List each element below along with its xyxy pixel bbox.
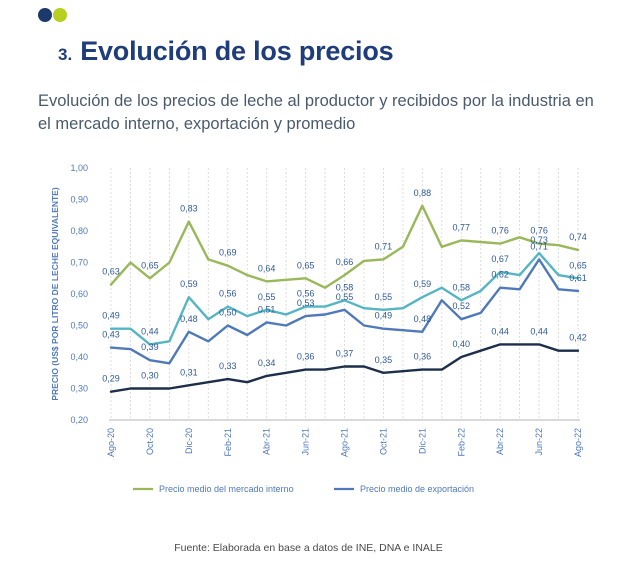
data-label: 0,52 bbox=[452, 301, 470, 311]
y-tick-label: 0,20 bbox=[70, 415, 88, 425]
data-label: 0,39 bbox=[141, 342, 159, 352]
x-tick-label: Feb-21 bbox=[223, 428, 233, 457]
data-label: 0,74 bbox=[569, 232, 587, 242]
y-tick-label: 0,60 bbox=[70, 289, 88, 299]
y-tick-label: 0,90 bbox=[70, 195, 88, 205]
data-label: 0,36 bbox=[414, 352, 432, 362]
data-label: 0,56 bbox=[219, 289, 237, 299]
y-tick-label: 0,80 bbox=[70, 226, 88, 236]
data-label: 0,71 bbox=[530, 241, 548, 251]
data-label: 0,51 bbox=[258, 304, 276, 314]
series-line-4 bbox=[109, 343, 580, 393]
data-label: 0,73 bbox=[530, 235, 548, 245]
brand-dots bbox=[38, 8, 78, 24]
data-label: 0,30 bbox=[141, 371, 159, 381]
series-line-2 bbox=[109, 251, 580, 346]
data-label: 0,48 bbox=[180, 314, 198, 324]
x-tick-label: Ago-21 bbox=[340, 428, 350, 457]
y-tick-label: 0,50 bbox=[70, 321, 88, 331]
data-label: 0,36 bbox=[297, 352, 315, 362]
y-axis-label: PRECIO (US$ POR LITRO DE LECHE EQUIVALEN… bbox=[50, 187, 60, 400]
data-label: 0,76 bbox=[491, 226, 509, 236]
x-tick-label: Dic-20 bbox=[184, 428, 194, 454]
data-label: 0,76 bbox=[530, 226, 548, 236]
x-tick-label: Oct-21 bbox=[378, 428, 388, 455]
series-line-3 bbox=[109, 258, 580, 365]
data-label: 0,55 bbox=[375, 292, 393, 302]
x-tick-label: Feb-22 bbox=[456, 428, 466, 457]
data-label: 0,53 bbox=[297, 298, 315, 308]
data-label: 0,62 bbox=[491, 270, 509, 280]
data-label: 0,37 bbox=[336, 348, 354, 358]
price-line-chart: Ago-20 Oct-20 Dic-20 Feb-21 Abr-21 Jun-21 Ago-… bbox=[50, 163, 587, 494]
data-label: 0,34 bbox=[258, 358, 276, 368]
section-number: 3. bbox=[58, 45, 73, 64]
data-label: 0,58 bbox=[336, 282, 354, 292]
data-label: 0,65 bbox=[297, 260, 315, 270]
y-tick-label: 0,70 bbox=[70, 258, 88, 268]
data-label: 0,64 bbox=[258, 263, 276, 273]
y-tick-label: 1,00 bbox=[70, 163, 88, 173]
data-label: 0,77 bbox=[452, 222, 470, 232]
data-label: 0,59 bbox=[414, 279, 432, 289]
x-tick-label: Jun-21 bbox=[301, 428, 311, 456]
section-title: 3. Evolución de los precios bbox=[58, 36, 394, 67]
x-tick-label: Dic-21 bbox=[417, 428, 427, 454]
section-title-text: Evolución de los precios bbox=[80, 36, 394, 66]
x-tick-label: Abr-22 bbox=[495, 428, 505, 455]
data-label: 0,48 bbox=[414, 314, 432, 324]
x-tick-label: Ago-20 bbox=[106, 428, 116, 457]
data-label: 0,40 bbox=[452, 339, 470, 349]
source-note: Fuente: Elaborada en base a datos de INE… bbox=[174, 542, 443, 554]
data-label: 0,69 bbox=[219, 248, 237, 258]
y-tick-label: 0,30 bbox=[70, 384, 88, 394]
lime-dot-icon bbox=[53, 8, 67, 22]
data-label: 0,29 bbox=[102, 374, 120, 384]
data-label: 0,63 bbox=[102, 267, 120, 277]
data-label: 0,58 bbox=[452, 282, 470, 292]
data-label: 0,83 bbox=[180, 204, 198, 214]
data-label: 0,43 bbox=[102, 330, 120, 340]
data-label: 0,88 bbox=[414, 188, 432, 198]
x-tick-label: Ago-22 bbox=[573, 428, 583, 457]
data-label: 0,61 bbox=[569, 273, 587, 283]
data-label: 0,44 bbox=[141, 326, 159, 336]
data-label: 0,55 bbox=[336, 292, 354, 302]
data-label: 0,65 bbox=[141, 260, 159, 270]
data-label: 0,44 bbox=[491, 326, 509, 336]
series-line-1 bbox=[109, 204, 580, 289]
data-label: 0,56 bbox=[297, 289, 315, 299]
y-tick-label: 0,40 bbox=[70, 352, 88, 362]
data-label: 0,71 bbox=[375, 241, 393, 251]
data-label: 0,66 bbox=[336, 257, 354, 267]
x-tick-label: Abr-21 bbox=[262, 428, 272, 455]
chart-subtitle: Evolución de los precios de leche al pro… bbox=[38, 92, 594, 133]
data-label: 0,44 bbox=[530, 326, 548, 336]
x-tick-label: Jun-22 bbox=[534, 428, 544, 456]
x-tick-label: Oct-20 bbox=[145, 428, 155, 455]
legend-label: Precio medio del mercado interno bbox=[159, 484, 294, 494]
data-label: 0,49 bbox=[375, 311, 393, 321]
legend-label: Precio medio de exportación bbox=[360, 484, 474, 494]
data-label: 0,59 bbox=[180, 279, 198, 289]
data-label: 0,67 bbox=[491, 254, 509, 264]
data-label: 0,49 bbox=[102, 311, 120, 321]
data-label: 0,55 bbox=[258, 292, 276, 302]
data-label: 0,35 bbox=[375, 355, 393, 365]
data-label: 0,50 bbox=[219, 308, 237, 318]
navy-dot-icon bbox=[38, 8, 52, 22]
data-label: 0,33 bbox=[219, 361, 237, 371]
data-label: 0,31 bbox=[180, 367, 198, 377]
data-label: 0,42 bbox=[569, 333, 587, 343]
data-label: 0,65 bbox=[569, 260, 587, 270]
